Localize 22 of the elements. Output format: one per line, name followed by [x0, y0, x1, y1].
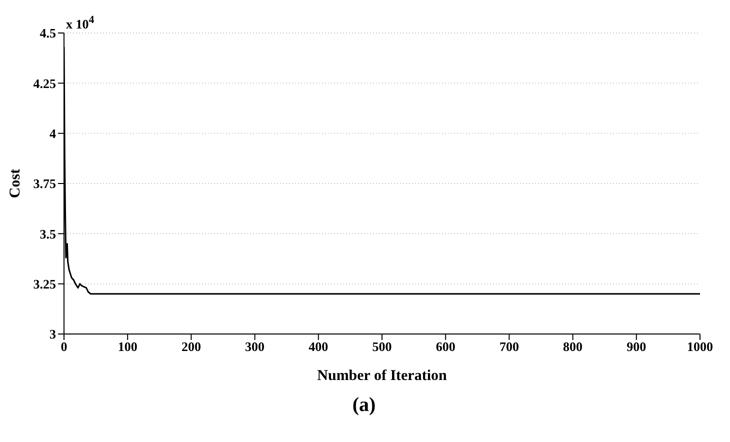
x-tick-label: 1000 [687, 339, 713, 354]
y-tick-label: 4 [50, 126, 56, 141]
y-tick-label: 3 [50, 326, 56, 342]
y-tick-label: 3.5 [40, 226, 56, 242]
y-tick-label: 4.25 [33, 76, 56, 91]
x-tick-label: 500 [372, 339, 392, 354]
x-tick-label: 700 [499, 339, 519, 354]
x-tick-label: 900 [626, 339, 646, 354]
x-tick-label: 100 [118, 339, 138, 354]
x-tick-label: 200 [181, 339, 201, 354]
x-tick-label: 0 [60, 339, 68, 354]
x-tick-label: 300 [245, 339, 265, 354]
y-tick-label: 3.75 [33, 176, 56, 192]
y-axis-title: Cost [7, 168, 24, 198]
x-tick-label: 600 [436, 339, 456, 354]
y-tick-label: 4.5 [40, 26, 56, 41]
x-tick-label: 800 [563, 339, 583, 354]
text: x 10$^{4}$ [66, 14, 94, 32]
x-tick-label: 400 [308, 339, 328, 354]
text: (a) [351, 394, 377, 417]
x-axis-title: Number of Iteration [317, 368, 448, 384]
y-tick-label: 3.25 [33, 276, 56, 292]
